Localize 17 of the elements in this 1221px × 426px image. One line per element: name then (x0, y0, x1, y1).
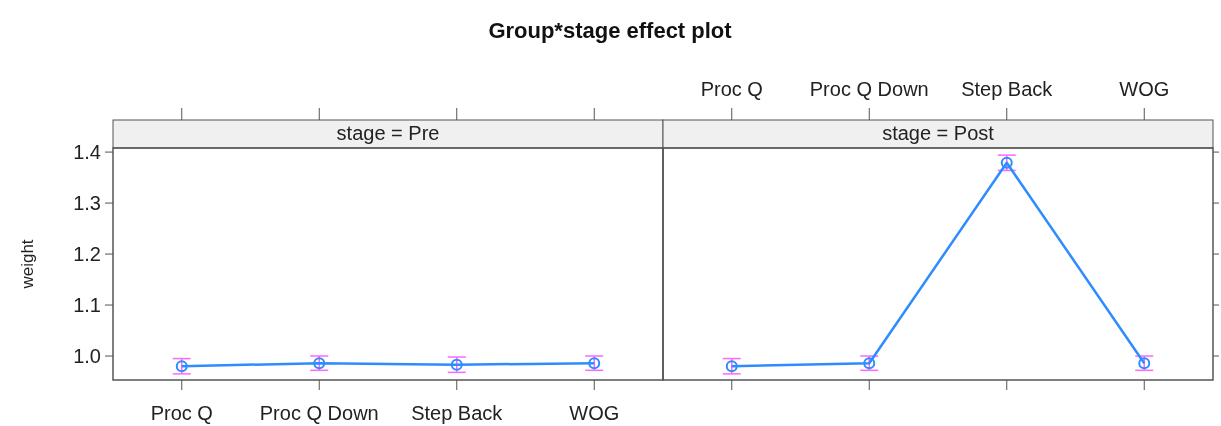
chart-subtitle: stage = Post (882, 122, 995, 144)
x-tick-label: Step Back (961, 78, 1054, 100)
y-tick-label: 1.0 (73, 345, 101, 368)
x-tick-label: Proc Q Down (809, 78, 929, 100)
x-tick-label: WOG (1119, 78, 1170, 100)
y-axis-title: weight (18, 239, 37, 290)
y-tick-label: 1.2 (73, 243, 101, 266)
x-tick-label: WOG (569, 402, 620, 424)
chart-title: Group*stage effect plot (488, 18, 733, 43)
x-tick-label: Step Back (411, 402, 504, 424)
y-tick-label: 1.4 (73, 141, 101, 164)
y-tick-label: 1.3 (73, 192, 101, 215)
x-tick-label: Proc Q (150, 402, 213, 424)
x-tick-label: Proc Q Down (259, 402, 379, 424)
y-tick-label: 1.1 (73, 294, 101, 317)
x-tick-label: Proc Q (700, 78, 763, 100)
chart-subtitle: stage = Pre (336, 122, 440, 144)
